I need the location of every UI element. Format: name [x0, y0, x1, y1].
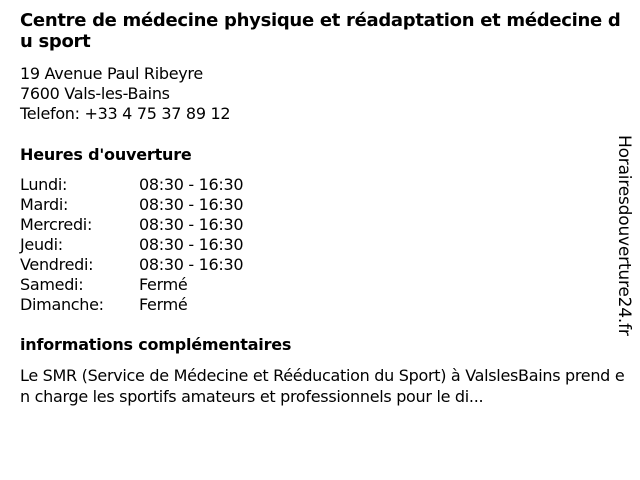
info-heading: informations complémentaires [20, 335, 292, 354]
address-block: 19 Avenue Paul Ribeyre 7600 Vals-les-Bai… [20, 64, 231, 124]
street: 19 Avenue Paul Ribeyre [20, 64, 203, 83]
hours-row: Mercredi: 08:30 - 16:30 [20, 215, 244, 235]
hours-row: Jeudi: 08:30 - 16:30 [20, 235, 244, 255]
day: Jeudi: [20, 235, 63, 254]
time: Fermé [139, 275, 188, 294]
time: Fermé [139, 295, 188, 314]
info-text: Le SMR (Service de Médecine et Rééducati… [20, 366, 625, 406]
time: 08:30 - 16:30 [139, 195, 244, 214]
city: 7600 Vals-les-Bains [20, 84, 170, 103]
day: Samedi: [20, 275, 84, 294]
day: Mardi: [20, 195, 69, 214]
hours-row: Mardi: 08:30 - 16:30 [20, 195, 244, 215]
watermark: Horairesdouverture24.fr [614, 135, 634, 336]
hours-heading: Heures d'ouverture [20, 145, 192, 164]
time: 08:30 - 16:30 [139, 255, 244, 274]
time: 08:30 - 16:30 [139, 235, 244, 254]
hours-row: Vendredi: 08:30 - 16:30 [20, 255, 244, 275]
day: Vendredi: [20, 255, 94, 274]
day: Mercredi: [20, 215, 93, 234]
time: 08:30 - 16:30 [139, 215, 244, 234]
hours-table: Lundi: 08:30 - 16:30 Mardi: 08:30 - 16:30 … [20, 175, 244, 315]
page-title: Centre de médecine physique et réadaptat… [20, 10, 621, 52]
hours-row: Samedi: Fermé [20, 275, 243, 295]
time: 08:30 - 16:30 [139, 175, 244, 194]
day: Dimanche: [20, 295, 104, 314]
hours-row: Dimanche: Fermé [20, 295, 243, 315]
day: Lundi: [20, 175, 68, 194]
phone: Telefon: +33 4 75 37 89 12 [20, 104, 231, 123]
hours-row: Lundi: 08:30 - 16:30 [20, 175, 244, 195]
